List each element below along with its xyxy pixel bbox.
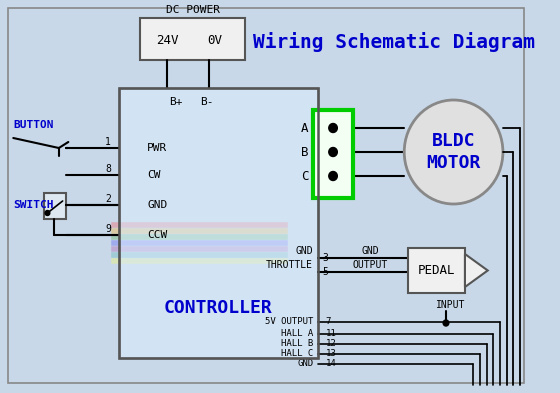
Text: GND: GND xyxy=(361,246,379,256)
Text: Wiring Schematic Diagram: Wiring Schematic Diagram xyxy=(253,32,535,52)
Text: DC POWER: DC POWER xyxy=(166,5,220,15)
Text: BLDC: BLDC xyxy=(432,132,475,150)
Polygon shape xyxy=(465,254,488,287)
Text: HALL C: HALL C xyxy=(281,349,313,358)
Text: 0V: 0V xyxy=(207,33,222,46)
Text: MOTOR: MOTOR xyxy=(426,154,480,172)
Text: CCW: CCW xyxy=(147,230,167,240)
Text: 5: 5 xyxy=(323,267,328,277)
Text: SWITCH: SWITCH xyxy=(13,200,54,210)
Text: 5V OUTPUT: 5V OUTPUT xyxy=(265,318,313,327)
Text: GND: GND xyxy=(147,200,167,210)
Text: B: B xyxy=(301,145,309,158)
Circle shape xyxy=(329,171,337,180)
Text: C: C xyxy=(301,169,309,182)
Text: CONTROLLER: CONTROLLER xyxy=(164,299,273,317)
Bar xyxy=(44,193,67,219)
Bar xyxy=(408,248,465,293)
Circle shape xyxy=(404,100,503,204)
Text: 9: 9 xyxy=(105,224,111,234)
Text: BUTTON: BUTTON xyxy=(13,120,54,130)
Text: B-: B- xyxy=(200,97,213,107)
Text: 8: 8 xyxy=(105,164,111,174)
Circle shape xyxy=(45,211,50,215)
Text: 7: 7 xyxy=(325,318,331,327)
Text: A: A xyxy=(301,121,309,134)
Text: 13: 13 xyxy=(325,349,336,358)
Text: PEDAL: PEDAL xyxy=(418,264,455,277)
Bar xyxy=(119,88,318,358)
Text: INPUT: INPUT xyxy=(436,300,465,310)
Circle shape xyxy=(329,147,337,156)
Text: CW: CW xyxy=(147,170,161,180)
Text: 1: 1 xyxy=(105,137,111,147)
Circle shape xyxy=(329,123,337,132)
Text: 24V: 24V xyxy=(156,33,178,46)
Text: HALL A: HALL A xyxy=(281,329,313,338)
Text: 14: 14 xyxy=(325,360,336,369)
Text: HALL B: HALL B xyxy=(281,340,313,349)
Text: 2: 2 xyxy=(105,194,111,204)
Text: GND: GND xyxy=(296,246,313,256)
Text: PWR: PWR xyxy=(147,143,167,153)
Bar xyxy=(141,18,245,60)
Text: 12: 12 xyxy=(325,340,336,349)
Text: OUTPUT: OUTPUT xyxy=(352,260,388,270)
Text: 3: 3 xyxy=(323,253,328,263)
Circle shape xyxy=(443,320,449,326)
Bar xyxy=(119,88,318,358)
Text: THROTTLE: THROTTLE xyxy=(266,260,313,270)
Text: B+: B+ xyxy=(169,97,183,107)
Text: 11: 11 xyxy=(325,329,336,338)
Bar xyxy=(313,110,353,198)
Text: GND: GND xyxy=(297,360,313,369)
